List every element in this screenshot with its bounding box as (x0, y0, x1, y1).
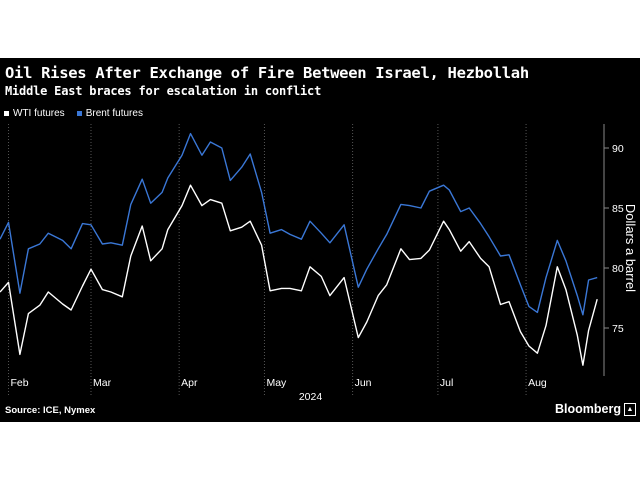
bloomberg-logo: Bloomberg ▲ (555, 402, 636, 416)
x-tick-label: Aug (528, 377, 547, 389)
legend-label-wti: WTI futures (13, 108, 65, 119)
chart-subtitle: Middle East braces for escalation in con… (5, 84, 322, 98)
legend-item-wti: WTI futures (4, 108, 65, 119)
series-line-brent-futures (0, 132, 598, 316)
x-tick-label: Feb (11, 377, 29, 389)
x-tick-label: Jun (355, 377, 372, 389)
x-tick-label: Mar (93, 377, 112, 389)
source-note: Source: ICE, Nymex (5, 405, 96, 416)
legend-swatch-wti (4, 111, 9, 116)
legend-label-brent: Brent futures (85, 108, 143, 119)
y-axis-title: Dollars a barrel (623, 204, 638, 292)
brand-name: Bloomberg (555, 402, 621, 416)
year-label: 2024 (299, 391, 323, 400)
chart-panel (0, 58, 640, 422)
legend-item-brent: Brent futures (76, 108, 143, 119)
x-tick-label: May (266, 377, 287, 389)
y-tick-label: 75 (612, 323, 624, 335)
chart-title: Oil Rises After Exchange of Fire Between… (5, 64, 529, 82)
x-tick-label: Apr (181, 377, 198, 389)
y-tick-label: 90 (612, 143, 624, 155)
x-tick-label: Jul (440, 377, 453, 389)
y-tick-label: 80 (612, 263, 624, 275)
bloomberg-badge-icon: ▲ (624, 402, 636, 416)
line-chart: Feb Mar Apr May Jun Jul Aug 2024 75 80 85 90 Dollars… (0, 124, 638, 400)
legend-swatch-brent (76, 111, 82, 116)
y-tick-label: 85 (612, 203, 624, 215)
series-line-wti-futures (0, 184, 598, 366)
legend: WTI futures Brent futures (4, 108, 155, 119)
